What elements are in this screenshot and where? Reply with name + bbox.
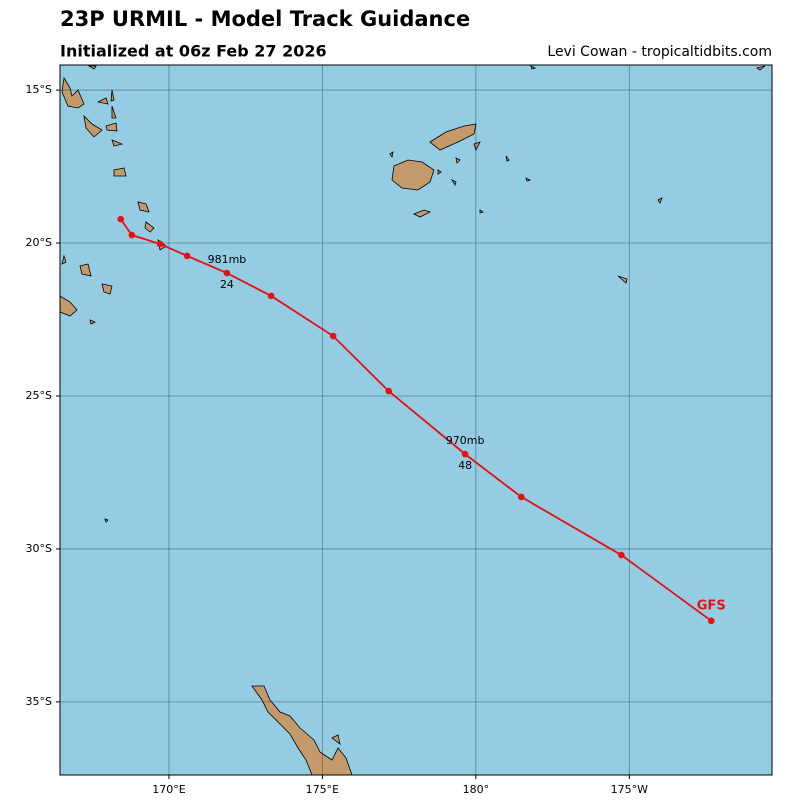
pressure-label: 970mb bbox=[446, 434, 485, 447]
land bbox=[59, 65, 766, 776]
x-tick-label: 175°W bbox=[611, 783, 648, 796]
track-point bbox=[618, 551, 625, 559]
map-frame bbox=[59, 64, 773, 776]
hour-label: 24 bbox=[220, 278, 234, 291]
series-label: GFS bbox=[697, 598, 726, 613]
y-tick-label: 30°S bbox=[26, 542, 52, 555]
track-point bbox=[183, 252, 191, 260]
track-line bbox=[120, 218, 712, 622]
x-tick-label: 175°E bbox=[306, 783, 339, 796]
track-point bbox=[461, 450, 469, 458]
y-tick-label: 35°S bbox=[26, 695, 52, 708]
track-point bbox=[267, 292, 275, 300]
track-point bbox=[117, 215, 125, 223]
track-point bbox=[707, 617, 715, 625]
y-tick-label: 20°S bbox=[26, 236, 52, 249]
hour-label: 48 bbox=[458, 459, 472, 472]
pressure-label: 981mb bbox=[208, 253, 247, 266]
track-point bbox=[517, 493, 525, 501]
credit: Levi Cowan - tropicaltidbits.com bbox=[547, 44, 772, 60]
track-point bbox=[128, 231, 136, 239]
track-point bbox=[385, 387, 392, 395]
title: 23P URMIL - Model Track Guidance bbox=[60, 7, 470, 31]
track-point bbox=[329, 332, 337, 340]
subtitle: Initialized at 06z Feb 27 2026 bbox=[60, 42, 327, 61]
x-tick-label: 170°E bbox=[152, 783, 185, 796]
x-tick-label: 180° bbox=[463, 783, 490, 796]
track-point bbox=[156, 240, 164, 248]
y-tick-label: 25°S bbox=[26, 389, 52, 402]
y-tick-label: 15°S bbox=[26, 83, 52, 96]
track-point bbox=[223, 269, 231, 277]
